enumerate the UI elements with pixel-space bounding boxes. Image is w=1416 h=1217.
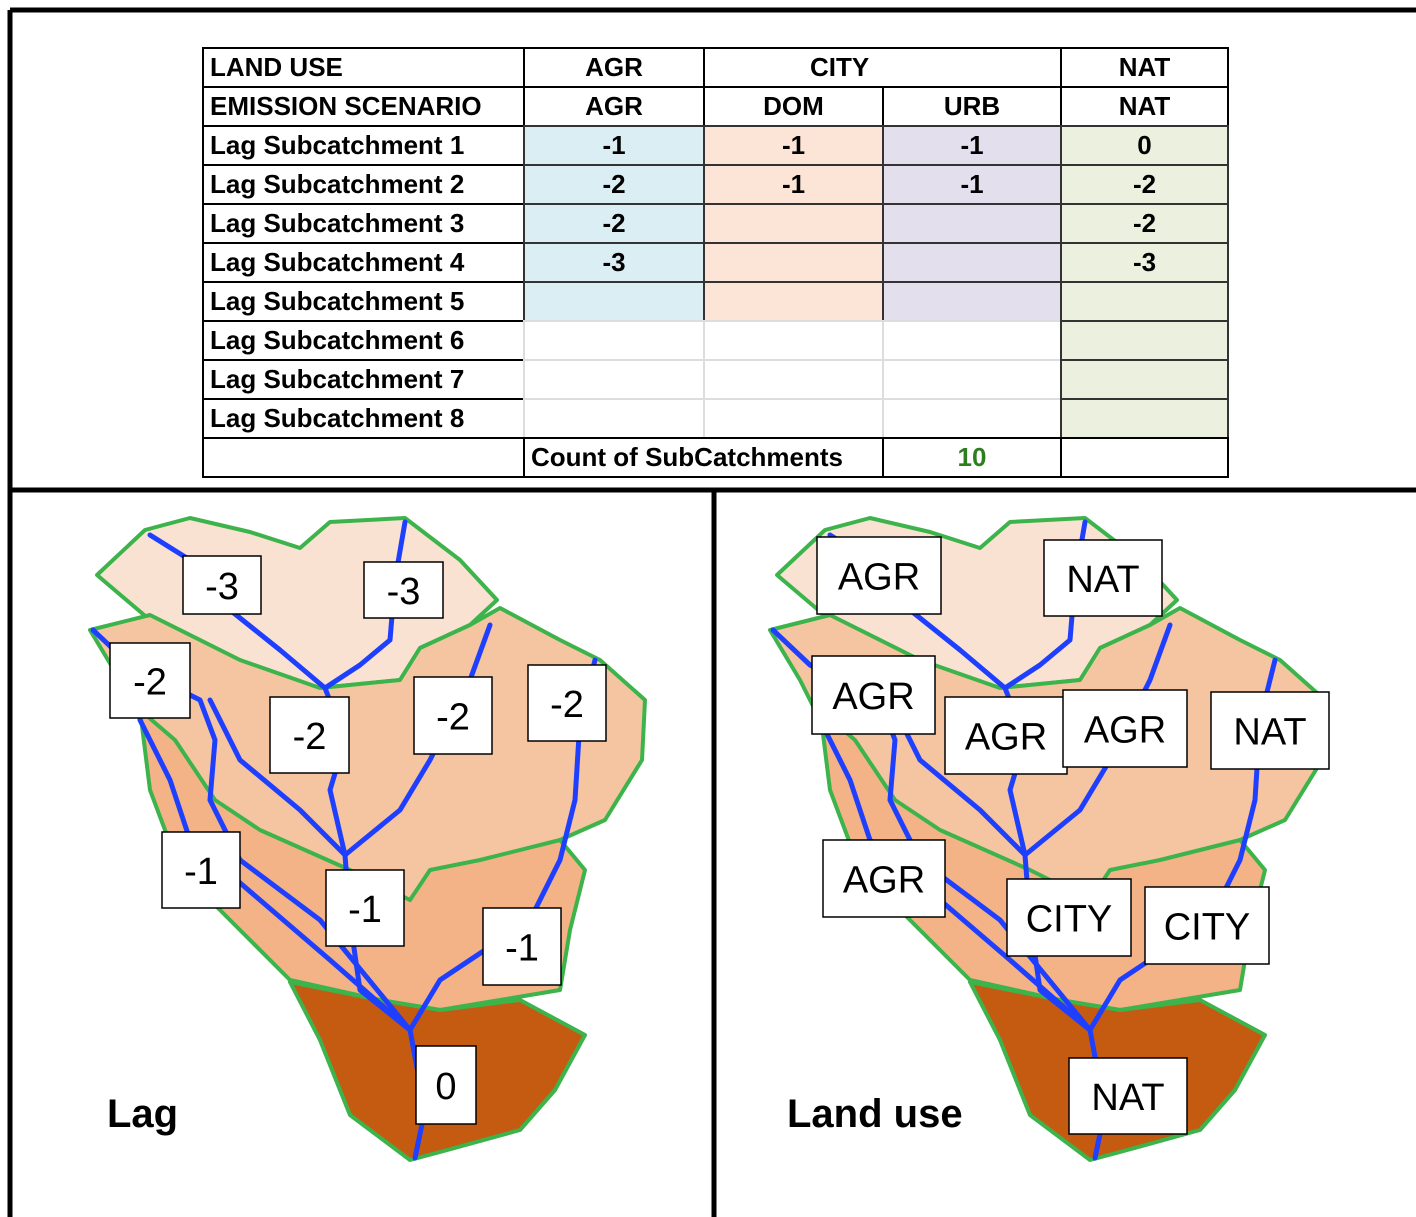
value-cell [523,398,705,439]
map-label-box [527,664,607,742]
value-cell: -2 [523,203,705,244]
map-label-box [363,561,444,619]
value-cell: -1 [882,164,1062,205]
map-label: AGR [843,860,925,902]
map-label: -3 [387,571,421,613]
map-label: -1 [348,889,382,931]
header-cell: URB [882,86,1062,127]
map-label: -1 [184,851,218,893]
header-cell: LAND USE [202,47,525,88]
map-label-box [415,1045,477,1125]
value-cell [703,359,884,400]
map-label: -3 [205,566,239,608]
count-blank [202,437,525,478]
map-label-box [161,831,241,909]
row-label: Lag Subcatchment 6 [202,320,525,361]
map-label: AGR [838,557,920,599]
map-label-box [1068,1057,1188,1135]
map-label-box [1144,886,1270,965]
header-cell: CITY [703,47,1062,88]
map-label: NAT [1091,1077,1164,1119]
map-label-box [944,696,1068,775]
value-cell [703,242,884,283]
row-label: Lag Subcatchment 3 [202,203,525,244]
map-label: CITY [1026,899,1113,941]
value-cell: -1 [523,125,705,166]
value-cell [703,398,884,439]
map-label-box [816,536,942,615]
count-blank [1060,437,1229,478]
map-label-box [269,696,350,774]
value-cell [703,320,884,361]
map-caption: Lag [107,1092,178,1136]
map-label-box [1062,689,1188,768]
map-label-box [811,655,936,735]
value-cell [523,320,705,361]
value-cell: -2 [1060,164,1229,205]
value-cell: 0 [1060,125,1229,166]
map-caption: Land use [787,1092,963,1136]
map-label-box [325,869,405,947]
value-cell [1060,320,1229,361]
value-cell [523,281,705,322]
header-cell: AGR [523,47,705,88]
map-label: AGR [965,717,1047,759]
value-cell [1060,398,1229,439]
header-cell: NAT [1060,47,1229,88]
row-label: Lag Subcatchment 2 [202,164,525,205]
row-label: Lag Subcatchment 8 [202,398,525,439]
map-label: -2 [293,716,327,758]
value-cell [1060,281,1229,322]
value-cell: -3 [523,242,705,283]
value-cell: -3 [1060,242,1229,283]
header-cell: DOM [703,86,884,127]
value-cell [882,203,1062,244]
map-label: -2 [436,697,470,739]
value-cell [882,281,1062,322]
map-label-box [182,555,262,615]
value-cell [703,203,884,244]
count-value: 10 [882,437,1062,478]
value-cell [1060,359,1229,400]
row-label: Lag Subcatchment 4 [202,242,525,283]
map-label: NAT [1066,559,1139,601]
value-cell: -1 [703,164,884,205]
value-cell [882,398,1062,439]
header-cell: AGR [523,86,705,127]
map-label: 0 [435,1066,456,1108]
map-label: AGR [1084,710,1166,752]
map-label: NAT [1233,712,1306,754]
map-label-box [1006,878,1132,957]
map-label: AGR [832,676,914,718]
row-label: Lag Subcatchment 5 [202,281,525,322]
value-cell [882,320,1062,361]
header-cell: NAT [1060,86,1229,127]
row-label: Lag Subcatchment 1 [202,125,525,166]
map-label-box [1043,539,1163,617]
value-cell [882,359,1062,400]
value-cell [523,359,705,400]
map-label: -2 [550,684,584,726]
map-label: -2 [133,662,167,704]
map-label: CITY [1164,907,1251,949]
value-cell: -1 [882,125,1062,166]
frame [7,7,1416,1217]
header-cell: EMISSION SCENARIO [202,86,525,127]
map-label-box [822,839,946,918]
map-label-box [482,907,562,986]
map-label-box [413,676,493,755]
map-label-box [1210,691,1330,770]
map-label: -1 [505,928,539,970]
count-label: Count of SubCatchments [523,437,884,478]
value-cell: -2 [1060,203,1229,244]
value-cell: -2 [523,164,705,205]
map-label-box [109,642,191,719]
value-cell: -1 [703,125,884,166]
value-cell [703,281,884,322]
value-cell [882,242,1062,283]
row-label: Lag Subcatchment 7 [202,359,525,400]
